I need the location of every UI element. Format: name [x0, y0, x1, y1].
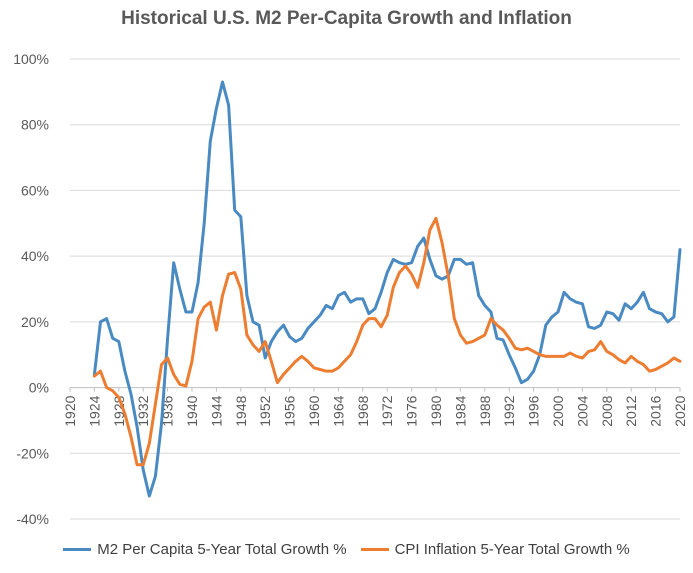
x-tick-label: 1956 — [282, 395, 298, 426]
x-tick-label: 1932 — [135, 395, 151, 426]
x-tick-label: 1968 — [355, 395, 371, 426]
y-axis-tick-labels: 100% 80% 60% 40% 20% 0% -20% -40% — [13, 51, 49, 527]
x-tick-label: 1944 — [208, 395, 224, 426]
y-tick-label: 80% — [21, 117, 49, 133]
legend-swatch-m2 — [63, 548, 92, 551]
legend-label-cpi: CPI Inflation 5-Year Total Growth % — [394, 541, 630, 558]
y-tick-label: 20% — [21, 314, 49, 330]
x-tick-label: 2008 — [599, 395, 615, 426]
legend-label-m2: M2 Per Capita 5-Year Total Growth % — [97, 541, 347, 558]
x-tick-label: 2016 — [648, 395, 664, 426]
y-tick-label: -20% — [16, 445, 49, 461]
x-tick-label: 1948 — [233, 395, 249, 426]
y-tick-label: -40% — [16, 511, 49, 527]
legend: M2 Per Capita 5-Year Total Growth % CPI … — [0, 541, 693, 558]
x-tick-label: 1992 — [501, 395, 517, 426]
series-line-m2 — [92, 80, 682, 498]
x-tick-label: 1976 — [404, 395, 420, 426]
x-tick-label: 1928 — [111, 395, 127, 426]
x-tick-label: 1972 — [379, 395, 395, 426]
x-tick-label: 1996 — [526, 395, 542, 426]
x-tick-label: 2004 — [574, 395, 590, 426]
x-tick-label: 1988 — [477, 395, 493, 426]
x-tick-label: 1924 — [86, 395, 102, 426]
x-tick-label: 2020 — [672, 395, 688, 426]
gridlines — [70, 58, 680, 520]
series-lines — [92, 80, 682, 498]
x-tick-label: 1952 — [257, 395, 273, 426]
y-tick-label: 40% — [21, 248, 49, 264]
x-tick-label: 1920 — [62, 395, 78, 426]
x-tick-label: 2012 — [623, 395, 639, 426]
series-line-cpi — [92, 216, 682, 467]
x-tick-label: 2000 — [550, 395, 566, 426]
legend-item-cpi: CPI Inflation 5-Year Total Growth % — [360, 541, 630, 558]
x-tick-label: 1980 — [428, 395, 444, 426]
y-tick-label: 100% — [13, 51, 49, 67]
y-tick-label: 0% — [29, 380, 49, 396]
x-tick-label: 1964 — [330, 395, 346, 426]
x-tick-label: 1984 — [452, 395, 468, 426]
legend-swatch-cpi — [360, 548, 389, 551]
y-tick-label: 60% — [21, 182, 49, 198]
chart-title: Historical U.S. M2 Per-Capita Growth and… — [121, 8, 572, 29]
x-tick-label: 1960 — [306, 395, 322, 426]
legend-item-m2: M2 Per Capita 5-Year Total Growth % — [63, 541, 347, 558]
x-tick-label: 1940 — [184, 395, 200, 426]
x-axis-tick-labels: 1920 1924 1928 1932 1936 1940 1944 1948 1952 1956… — [62, 387, 688, 427]
